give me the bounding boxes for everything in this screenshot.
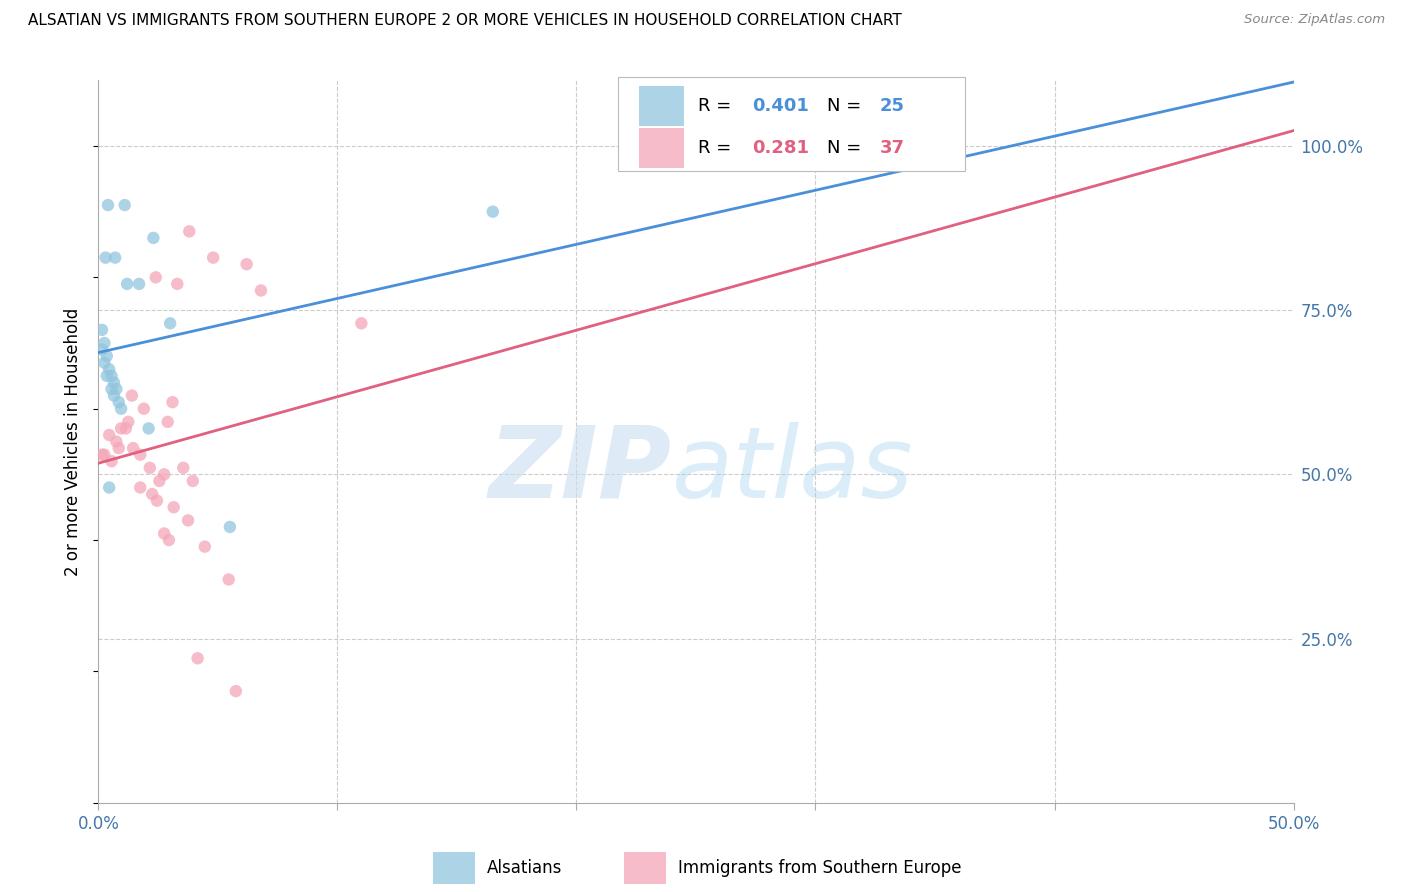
Point: [121, 388, 143, 402]
Point: [166, 277, 188, 291]
Text: 37: 37: [880, 139, 905, 157]
Point: [97, 198, 120, 212]
Point: [194, 540, 217, 554]
Point: [172, 460, 194, 475]
Point: [105, 434, 128, 449]
Point: [350, 316, 373, 330]
Point: [104, 251, 127, 265]
Point: [96, 349, 118, 363]
Text: 25: 25: [880, 97, 905, 115]
Point: [132, 401, 155, 416]
Point: [93, 336, 115, 351]
Point: [110, 421, 132, 435]
Point: [219, 520, 242, 534]
Point: [148, 474, 170, 488]
Point: [141, 487, 163, 501]
Point: [115, 421, 138, 435]
FancyBboxPatch shape: [619, 77, 965, 170]
Point: [153, 526, 176, 541]
Point: [122, 441, 145, 455]
Point: [93, 356, 115, 370]
Point: [98, 481, 121, 495]
Point: [98, 362, 121, 376]
Point: [91, 448, 114, 462]
Text: 0.281: 0.281: [752, 139, 808, 157]
Point: [110, 401, 132, 416]
Point: [129, 448, 152, 462]
Point: [129, 481, 152, 495]
Text: R =: R =: [699, 97, 737, 115]
Point: [146, 493, 169, 508]
Text: N =: N =: [827, 97, 868, 115]
Point: [94, 251, 117, 265]
Text: ZIP: ZIP: [489, 422, 672, 519]
Point: [202, 251, 225, 265]
Text: R =: R =: [699, 139, 737, 157]
Point: [100, 454, 122, 468]
Point: [91, 343, 114, 357]
Point: [96, 368, 118, 383]
Text: Immigrants from Southern Europe: Immigrants from Southern Europe: [678, 859, 962, 877]
Point: [218, 573, 240, 587]
Point: [103, 388, 125, 402]
Point: [482, 204, 505, 219]
FancyBboxPatch shape: [638, 128, 685, 168]
Point: [93, 448, 115, 462]
Point: [91, 323, 114, 337]
Point: [107, 441, 129, 455]
Point: [115, 277, 138, 291]
Point: [107, 395, 129, 409]
Point: [235, 257, 257, 271]
Point: [179, 224, 201, 238]
Point: [157, 533, 180, 547]
Point: [250, 284, 273, 298]
Text: ALSATIAN VS IMMIGRANTS FROM SOUTHERN EUROPE 2 OR MORE VEHICLES IN HOUSEHOLD CORR: ALSATIAN VS IMMIGRANTS FROM SOUTHERN EUR…: [28, 13, 901, 29]
Text: 0.401: 0.401: [752, 97, 808, 115]
Point: [100, 382, 122, 396]
Y-axis label: 2 or more Vehicles in Household: 2 or more Vehicles in Household: [65, 308, 83, 575]
Text: N =: N =: [827, 139, 868, 157]
Point: [153, 467, 176, 482]
Point: [142, 231, 165, 245]
Point: [163, 500, 186, 515]
Point: [128, 277, 150, 291]
Point: [225, 684, 247, 698]
Point: [187, 651, 209, 665]
Point: [145, 270, 167, 285]
Point: [114, 198, 136, 212]
Point: [98, 428, 121, 442]
Text: Alsatians: Alsatians: [486, 859, 562, 877]
Point: [100, 368, 122, 383]
Text: Source: ZipAtlas.com: Source: ZipAtlas.com: [1244, 13, 1385, 27]
Point: [181, 474, 204, 488]
Point: [159, 316, 181, 330]
Point: [105, 382, 128, 396]
Point: [177, 513, 200, 527]
Point: [138, 421, 160, 435]
FancyBboxPatch shape: [624, 852, 666, 884]
FancyBboxPatch shape: [433, 852, 475, 884]
Point: [162, 395, 184, 409]
FancyBboxPatch shape: [638, 87, 685, 126]
Point: [117, 415, 139, 429]
Text: atlas: atlas: [672, 422, 914, 519]
Point: [139, 460, 162, 475]
Point: [103, 376, 125, 390]
Point: [156, 415, 179, 429]
